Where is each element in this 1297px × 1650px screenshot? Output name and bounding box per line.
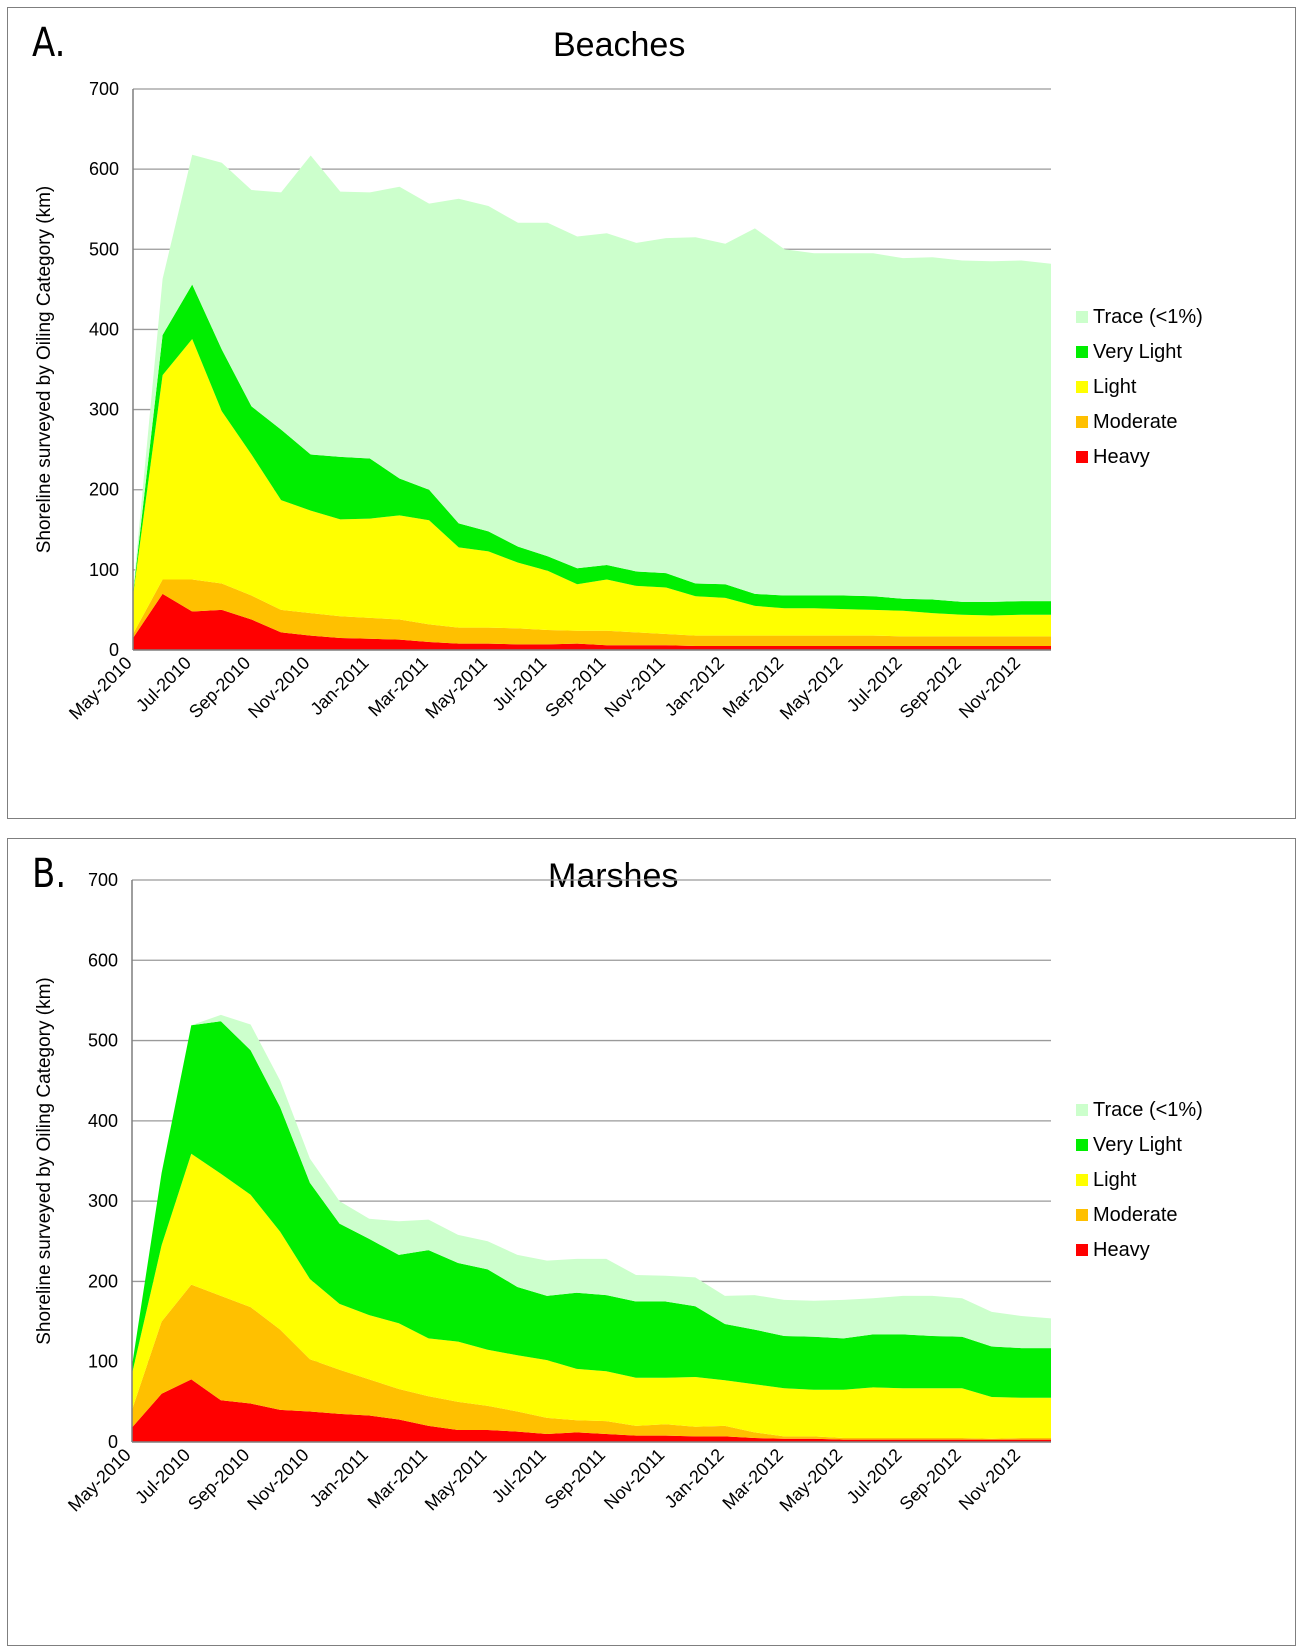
x-tick-label: Sep-2012 <box>896 1445 965 1514</box>
x-tick-label: Jan-2011 <box>306 1445 372 1511</box>
y-axis-label: Shoreline surveyed by Oiling Category (k… <box>34 186 55 554</box>
panel-letter: A. <box>32 20 66 66</box>
x-tick-label: Mar-2011 <box>364 1445 432 1513</box>
panel-a: A. Beaches 0 100 200 300 400 500 600 700 May-201… <box>7 7 1296 819</box>
area-moderate <box>133 579 1051 646</box>
panel-letter: B. <box>32 851 67 897</box>
x-tick-label: Jul-2011 <box>488 653 550 715</box>
y-tick-label: 200 <box>88 1271 118 1291</box>
x-tick-label: Sep-2012 <box>896 653 965 722</box>
y-tick-label: 700 <box>88 870 118 890</box>
x-tick-label: Nov-2012 <box>955 1445 1024 1514</box>
x-tick-label: Jan-2012 <box>661 1445 728 1512</box>
legend-swatch <box>1076 311 1088 323</box>
area-trace <box>132 1014 1051 1366</box>
x-tick-label: Mar-2011 <box>364 653 432 721</box>
legend-swatch <box>1076 381 1088 393</box>
legend-swatch <box>1076 346 1088 358</box>
x-tick-label: May-2012 <box>776 1445 847 1516</box>
x-tick-label: May-2011 <box>421 653 491 723</box>
y-tick-label: 100 <box>89 560 119 580</box>
x-tick-label: Sep-2010 <box>185 653 254 722</box>
area-heavy <box>133 593 1051 650</box>
x-tick-label: Nov-2010 <box>243 1445 312 1514</box>
x-tick-label: Jan-2011 <box>306 653 372 719</box>
x-tick-label: Nov-2011 <box>600 653 668 721</box>
chart-beaches: 0100200300400500600700May-2010Jul-2010Se… <box>34 79 1203 724</box>
legend-label: Very Light <box>1093 1134 1182 1156</box>
x-tick-label: Nov-2012 <box>955 653 1024 722</box>
y-tick-label: 700 <box>89 79 119 99</box>
legend-label: Light <box>1093 1169 1137 1191</box>
x-tick-label: Sep-2010 <box>184 1445 253 1514</box>
y-tick-label: 200 <box>89 480 119 500</box>
x-tick-label: Jan-2012 <box>661 653 728 720</box>
legend-swatch <box>1076 416 1088 428</box>
legend-swatch <box>1076 1139 1088 1151</box>
chart-title: Beaches <box>553 26 686 64</box>
x-tick-label: May-2011 <box>421 1445 491 1515</box>
x-tick-label: Nov-2010 <box>244 653 313 722</box>
area-very-light <box>132 1021 1051 1398</box>
y-tick-label: 400 <box>89 319 119 339</box>
y-tick-label: 0 <box>109 640 119 660</box>
area-moderate <box>132 1284 1051 1440</box>
legend-label: Trace (<1%) <box>1093 306 1203 328</box>
y-tick-label: 300 <box>88 1191 118 1211</box>
legend-swatch <box>1076 1244 1088 1256</box>
y-tick-label: 600 <box>88 950 118 970</box>
y-tick-label: 500 <box>89 239 119 259</box>
y-tick-label: 0 <box>108 1432 118 1452</box>
y-tick-label: 400 <box>88 1111 118 1131</box>
legend-label: Moderate <box>1093 411 1178 433</box>
legend-swatch <box>1076 1104 1088 1116</box>
legend-label: Very Light <box>1093 341 1182 363</box>
y-tick-label: 600 <box>89 159 119 179</box>
panel-b: B. Marshes 0 100 200 300 400 500 600 700 May-201… <box>7 838 1296 1646</box>
area-heavy <box>132 1379 1051 1442</box>
legend-swatch <box>1076 1209 1088 1221</box>
area-trace <box>133 154 1051 602</box>
y-tick-label: 300 <box>89 400 119 420</box>
x-tick-label: Jul-2011 <box>488 1445 550 1507</box>
legend-label: Light <box>1093 376 1137 398</box>
legend-swatch <box>1076 1174 1088 1186</box>
y-tick-label: 500 <box>88 1031 118 1051</box>
x-tick-label: Sep-2011 <box>541 1445 609 1513</box>
y-axis-label: Shoreline surveyed by Oiling Category (k… <box>34 977 55 1345</box>
y-tick-label: 100 <box>88 1352 118 1372</box>
legend-label: Moderate <box>1093 1204 1178 1226</box>
x-tick-label: Nov-2011 <box>600 1445 668 1513</box>
legend-label: Heavy <box>1093 446 1150 468</box>
area-light <box>133 339 1051 637</box>
chart-title: Marshes <box>548 857 679 895</box>
legend-label: Trace (<1%) <box>1093 1099 1203 1121</box>
x-tick-label: May-2010 <box>64 1445 135 1516</box>
x-tick-label: May-2012 <box>776 653 847 724</box>
chart-marshes: 0100200300400500600700May-2010Jul-2010Se… <box>34 870 1203 1516</box>
legend-swatch <box>1076 451 1088 463</box>
legend-label: Heavy <box>1093 1239 1150 1261</box>
area-light <box>132 1153 1051 1439</box>
x-tick-label: Sep-2011 <box>541 653 609 721</box>
x-tick-label: May-2010 <box>65 653 136 724</box>
